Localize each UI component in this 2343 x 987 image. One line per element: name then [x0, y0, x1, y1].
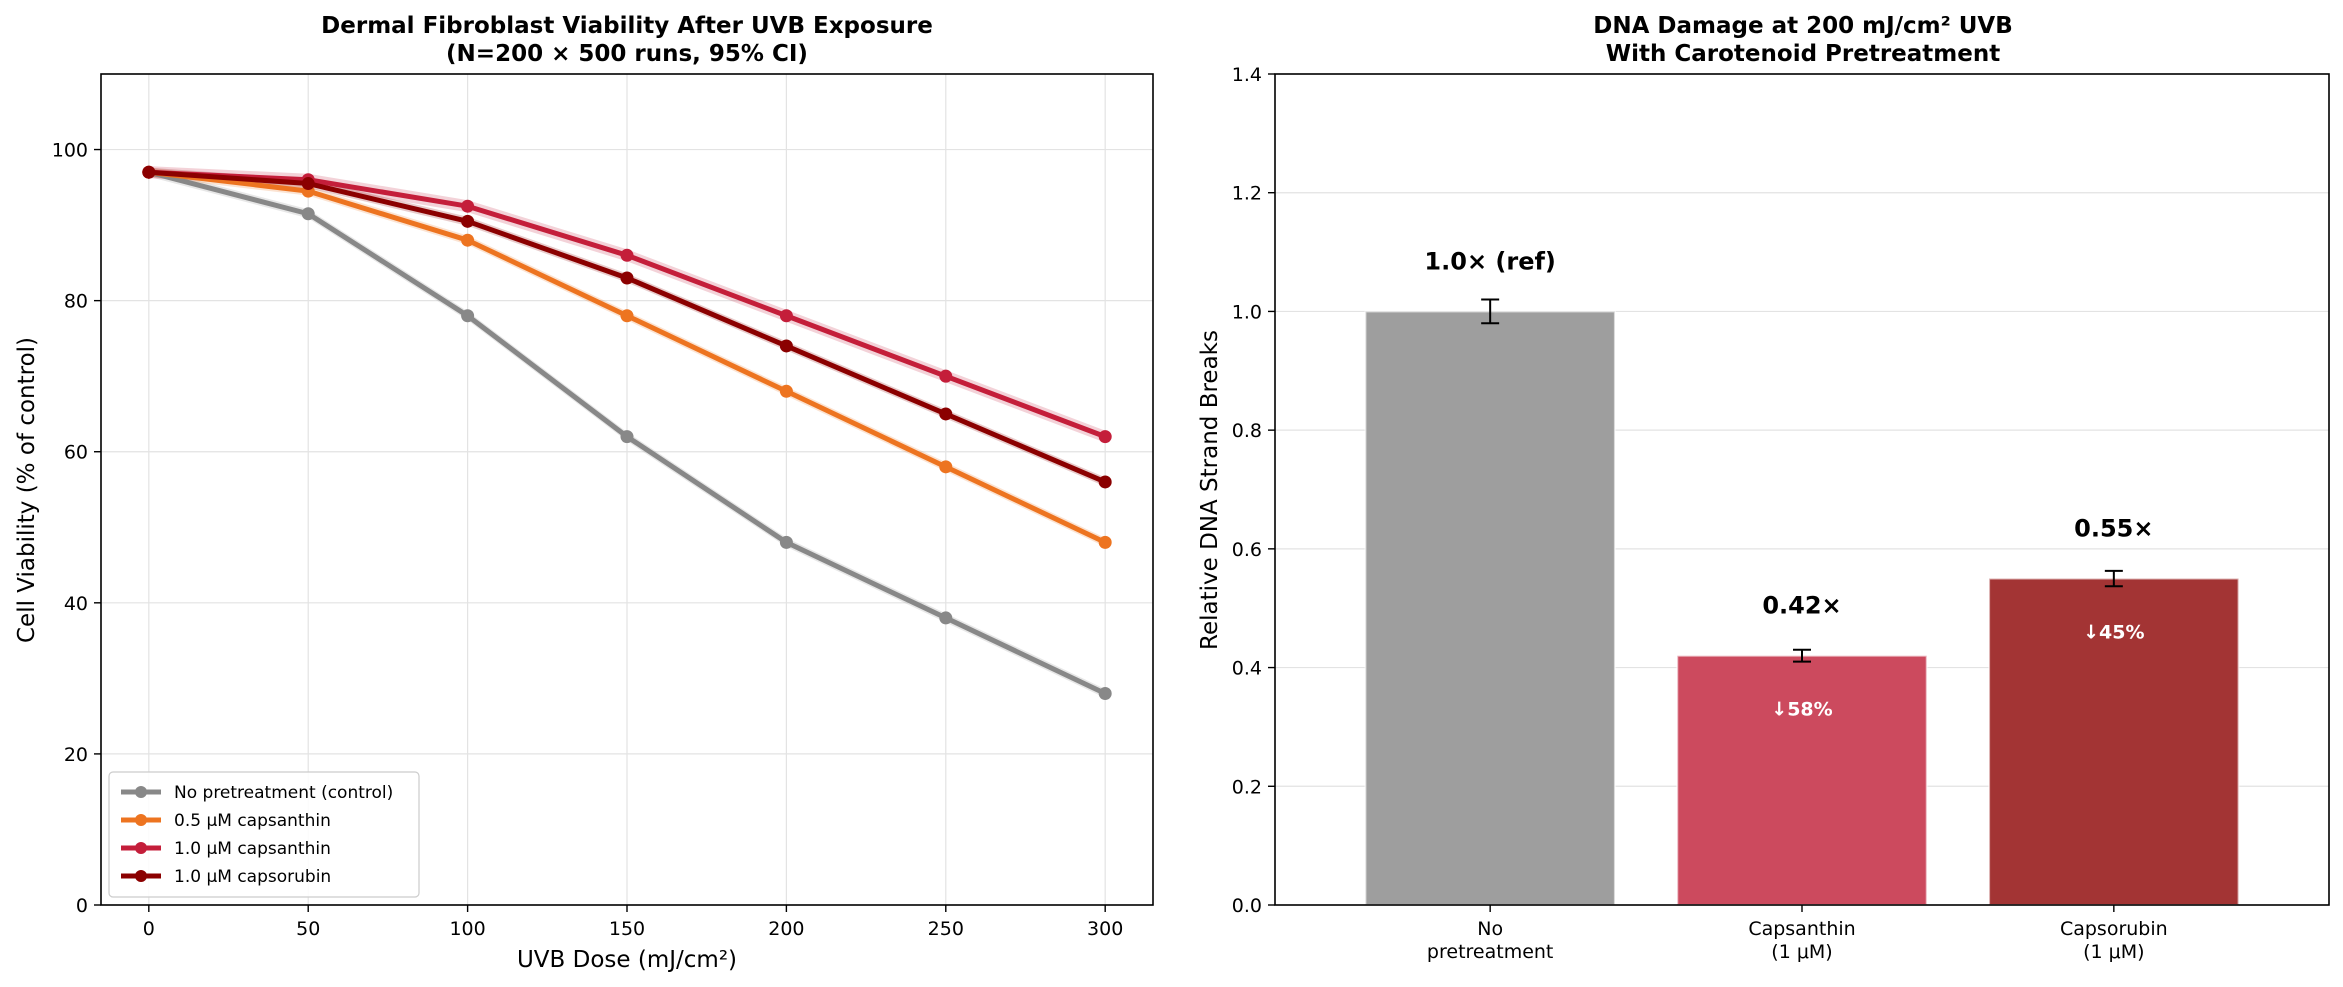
- right-y-tick-label: 0.6: [1232, 539, 1262, 561]
- left-legend: No pretreatment (control) 0.5 μM capsanth…: [108, 771, 420, 898]
- left-x-tick-label: 150: [609, 918, 645, 940]
- bar-value-label-0: 1.0× (ref): [1424, 247, 1555, 275]
- category-label-2-line-0: Capsorubin: [2060, 918, 2168, 940]
- left-x-axis-label: UVB Dose (mJ/cm²): [517, 947, 737, 973]
- left-x-tick-label: 50: [296, 918, 320, 940]
- left-y-tick-label: 80: [64, 291, 88, 313]
- viability-line-chart: Dermal Fibroblast Viability After UVB Ex…: [14, 13, 1154, 973]
- data-point-series-2: [461, 199, 475, 213]
- right-y-tick-label: 1.4: [1232, 64, 1262, 86]
- data-point-series-0: [1098, 686, 1112, 700]
- right-y-tick-label: 0.4: [1232, 658, 1262, 680]
- left-y-tick-label: 60: [64, 442, 88, 464]
- data-point-series-3: [142, 165, 156, 179]
- left-series-lines: [142, 165, 1112, 700]
- data-point-series-0: [461, 309, 475, 323]
- bar-value-label-2: 0.55×: [2074, 515, 2153, 543]
- legend-marker-0: [135, 786, 147, 798]
- category-label-1-line-1: (1 μM): [1771, 941, 1832, 963]
- data-point-series-3: [301, 177, 315, 191]
- right-chart-title-line-1: DNA Damage at 200 mJ/cm² UVB: [1593, 13, 2012, 39]
- left-chart-title-line-1: Dermal Fibroblast Viability After UVB Ex…: [321, 13, 933, 39]
- left-x-tick-label: 200: [768, 918, 804, 940]
- right-y-ticks: 0.0 0.2 0.4 0.6 0.8 1.0 1.2 1.4: [1232, 64, 1275, 917]
- data-point-series-3: [620, 271, 634, 285]
- legend-label-3: 1.0 μM capsorubin: [174, 867, 331, 887]
- left-chart-title-line-2: (N=200 × 500 runs, 95% CI): [446, 41, 808, 67]
- data-point-series-1: [1098, 535, 1112, 549]
- right-y-axis-label: Relative DNA Strand Breaks: [1197, 330, 1223, 650]
- right-y-tick-label: 0.0: [1232, 895, 1262, 917]
- bar-reduction-label-1: ↓58%: [1771, 699, 1832, 721]
- legend-box: [108, 771, 420, 898]
- legend-marker-2: [135, 842, 147, 854]
- data-point-series-1: [461, 233, 475, 247]
- legend-label-1: 0.5 μM capsanthin: [174, 811, 331, 831]
- data-point-series-0: [779, 535, 793, 549]
- left-x-tick-label: 100: [449, 918, 485, 940]
- data-point-series-0: [620, 430, 634, 444]
- left-x-tick-label: 0: [143, 918, 155, 940]
- category-label-0-line-0: No: [1477, 918, 1503, 940]
- data-point-series-1: [939, 460, 953, 474]
- data-point-series-2: [779, 309, 793, 323]
- right-bars: 1.0× (ref) 0.42× ↓58% 0.55× ↓45%: [1364, 247, 2240, 907]
- legend-label-0: No pretreatment (control): [174, 783, 393, 803]
- legend-label-2: 1.0 μM capsanthin: [174, 839, 331, 859]
- data-point-series-1: [779, 384, 793, 398]
- left-y-tick-label: 20: [64, 744, 88, 766]
- right-y-tick-label: 0.8: [1232, 420, 1262, 442]
- data-point-series-2: [1098, 430, 1112, 444]
- data-point-series-3: [1098, 475, 1112, 489]
- bar-1: [1676, 654, 1928, 907]
- category-label-1-line-0: Capsanthin: [1748, 918, 1855, 940]
- left-y-tick-label: 100: [52, 140, 88, 162]
- data-point-series-2: [939, 369, 953, 383]
- category-label-2-line-1: (1 μM): [2083, 941, 2144, 963]
- left-y-tick-label: 40: [64, 593, 88, 615]
- data-point-series-0: [301, 207, 315, 221]
- bar-value-label-1: 0.42×: [1762, 592, 1841, 620]
- bar-0: [1364, 310, 1616, 906]
- left-plot-frame: [100, 73, 1154, 906]
- right-plot-frame: [1274, 73, 2330, 906]
- data-point-series-0: [939, 611, 953, 625]
- legend-marker-1: [135, 814, 147, 826]
- legend-marker-3: [135, 870, 147, 882]
- left-y-tick-label: 0: [76, 895, 88, 917]
- left-y-ticks: 0 20 40 60 80 100: [52, 140, 101, 917]
- data-point-series-2: [620, 248, 634, 262]
- category-label-0-line-1: pretreatment: [1427, 941, 1553, 963]
- right-y-tick-label: 1.2: [1232, 183, 1262, 205]
- data-point-series-3: [939, 407, 953, 421]
- data-point-series-3: [461, 214, 475, 228]
- data-point-series-3: [779, 339, 793, 353]
- right-chart-title-line-2: With Carotenoid Pretreatment: [1606, 41, 2000, 67]
- right-y-tick-label: 0.2: [1232, 776, 1262, 798]
- left-y-axis-label: Cell Viability (% of control): [14, 337, 40, 643]
- right-y-tick-label: 1.0: [1232, 301, 1262, 323]
- bar-reduction-label-2: ↓45%: [2083, 622, 2144, 644]
- left-x-tick-label: 300: [1087, 918, 1123, 940]
- dna-damage-bar-chart: DNA Damage at 200 mJ/cm² UVB With Carote…: [1197, 13, 2330, 963]
- left-x-tick-label: 250: [928, 918, 964, 940]
- left-x-ticks: 0 50 100 150 200 250 300: [143, 905, 1123, 940]
- data-point-series-1: [620, 309, 634, 323]
